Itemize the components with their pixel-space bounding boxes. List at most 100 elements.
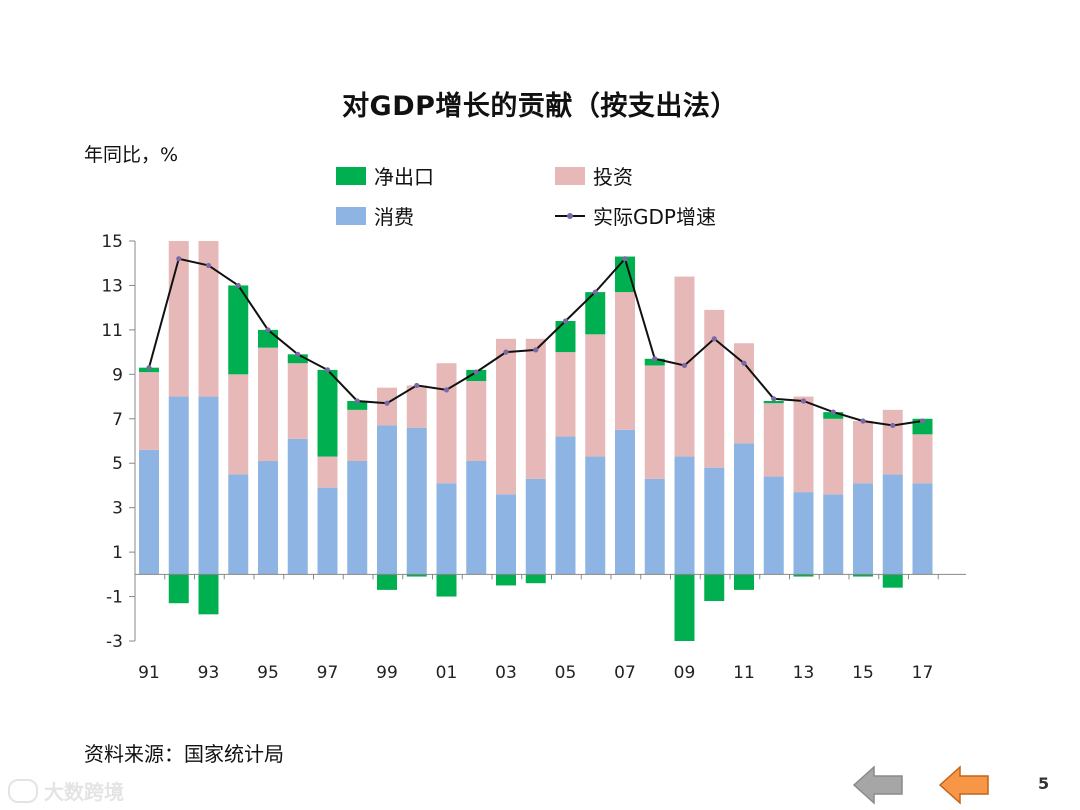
y-axis-unit-label: 年同比，% bbox=[84, 144, 179, 166]
bar-net-exports bbox=[258, 329, 278, 348]
x-tick-label: 07 bbox=[614, 663, 636, 683]
bar-net-exports bbox=[287, 354, 308, 364]
x-tick-label: 91 bbox=[138, 663, 160, 683]
bar-consumption bbox=[228, 474, 249, 575]
bar-consumption bbox=[139, 449, 159, 575]
y-tick-label: 5 bbox=[112, 454, 123, 474]
bar-investment bbox=[466, 381, 487, 461]
gdp-growth-point bbox=[533, 347, 539, 353]
gdp-growth-point bbox=[473, 369, 479, 375]
bar-net-exports bbox=[525, 574, 546, 584]
gdp-growth-point bbox=[235, 282, 241, 289]
bar-net-exports bbox=[198, 574, 219, 615]
bar-net-exports bbox=[882, 574, 903, 588]
x-tick-label: 99 bbox=[376, 663, 398, 683]
bar-investment bbox=[525, 338, 546, 479]
bar-net-exports bbox=[436, 574, 457, 597]
gdp-growth-point bbox=[800, 398, 807, 404]
watermark-logo-icon bbox=[8, 778, 38, 803]
bar-net-exports bbox=[853, 574, 873, 577]
bar-consumption bbox=[674, 456, 695, 575]
bar-consumption bbox=[347, 461, 368, 575]
bar-net-exports bbox=[168, 574, 189, 604]
bar-net-exports bbox=[704, 574, 725, 601]
bar-net-exports bbox=[347, 401, 368, 410]
bar-investment bbox=[585, 334, 606, 457]
bar-net-exports bbox=[644, 358, 665, 366]
bar-investment bbox=[436, 363, 457, 484]
bar-investment bbox=[704, 309, 725, 468]
bar-consumption bbox=[882, 474, 903, 575]
gdp-growth-point bbox=[890, 422, 896, 429]
bar-consumption bbox=[763, 476, 784, 575]
bar-consumption bbox=[555, 436, 576, 575]
bar-investment bbox=[615, 292, 635, 430]
source-note: 资料来源：国家统计局 bbox=[84, 742, 284, 766]
gdp-growth-point bbox=[711, 336, 717, 342]
bar-net-exports bbox=[406, 574, 427, 577]
bar-consumption bbox=[793, 492, 814, 575]
back-arrow-icon bbox=[852, 765, 903, 805]
watermark: 大数跨境 bbox=[8, 776, 124, 805]
forward-arrow-button[interactable] bbox=[938, 764, 990, 806]
gdp-growth-point bbox=[443, 387, 450, 393]
y-tick-label: -1 bbox=[106, 588, 123, 608]
y-tick-label: 15 bbox=[101, 232, 123, 252]
bar-net-exports bbox=[377, 574, 397, 590]
bar-consumption bbox=[644, 478, 665, 575]
gdp-growth-point bbox=[771, 396, 777, 402]
y-tick-label: 9 bbox=[112, 365, 123, 385]
bar-net-exports bbox=[674, 574, 695, 641]
bar-consumption bbox=[406, 427, 427, 575]
bar-net-exports bbox=[555, 321, 576, 353]
chart-title: 对GDP增长的贡献（按支出法） bbox=[342, 91, 738, 122]
gdp-growth-point bbox=[146, 365, 152, 371]
bar-consumption bbox=[525, 478, 546, 575]
x-tick-label: 09 bbox=[674, 663, 696, 683]
bar-investment bbox=[228, 374, 249, 475]
legend-item-investment: 投资 bbox=[555, 161, 633, 190]
bar-investment bbox=[198, 241, 219, 397]
gdp-growth-point bbox=[176, 256, 182, 262]
x-tick-label: 97 bbox=[317, 663, 339, 683]
x-tick-label: 15 bbox=[852, 663, 874, 683]
bar-investment bbox=[793, 396, 814, 493]
bar-investment bbox=[168, 241, 189, 397]
bar-investment bbox=[347, 409, 368, 461]
back-arrow-button[interactable] bbox=[852, 764, 904, 806]
gdp-growth-point bbox=[354, 398, 360, 404]
bar-investment bbox=[496, 338, 516, 495]
bar-consumption bbox=[436, 483, 457, 575]
x-tick-label: 05 bbox=[555, 663, 577, 683]
bar-consumption bbox=[853, 483, 873, 575]
bar-net-exports bbox=[793, 574, 814, 577]
bar-consumption bbox=[258, 461, 278, 575]
legend-item-net-exports: 净出口 bbox=[336, 161, 434, 190]
bar-net-exports bbox=[734, 574, 754, 590]
bar-investment bbox=[258, 347, 278, 461]
bar-consumption bbox=[585, 456, 606, 575]
bar-net-exports bbox=[823, 412, 844, 419]
x-tick-label: 01 bbox=[436, 663, 458, 683]
page-number: 5 bbox=[1038, 774, 1050, 793]
gdp-growth-point bbox=[295, 351, 301, 357]
bar-investment bbox=[406, 385, 427, 428]
bar-investment bbox=[823, 418, 844, 495]
bar-net-exports bbox=[763, 401, 784, 404]
bar-consumption bbox=[168, 396, 189, 575]
gdp-growth-point bbox=[681, 362, 688, 369]
x-tick-label: 03 bbox=[495, 663, 517, 683]
bar-investment bbox=[139, 372, 159, 450]
bar-net-exports bbox=[496, 574, 516, 586]
legend-swatch-net-exports bbox=[336, 166, 366, 185]
gdp-growth-point bbox=[503, 349, 509, 355]
x-tick-label: 13 bbox=[793, 663, 815, 683]
legend-swatch-consumption bbox=[336, 206, 366, 225]
gdp-growth-point bbox=[592, 289, 598, 295]
gdp-growth-point bbox=[562, 318, 569, 324]
legend-swatch-gdp-line bbox=[555, 207, 585, 225]
bar-consumption bbox=[496, 494, 516, 575]
y-tick-label: 13 bbox=[101, 276, 123, 296]
gdp-growth-point bbox=[324, 367, 331, 373]
gdp-growth-point bbox=[622, 256, 628, 262]
